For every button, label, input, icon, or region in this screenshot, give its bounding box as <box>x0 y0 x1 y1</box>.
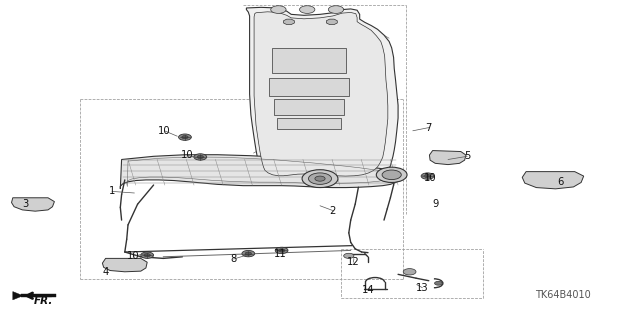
Circle shape <box>194 154 207 160</box>
Circle shape <box>271 6 286 13</box>
Circle shape <box>197 155 204 159</box>
Circle shape <box>435 281 442 285</box>
Text: 14: 14 <box>362 285 374 295</box>
Polygon shape <box>246 7 398 180</box>
Circle shape <box>376 167 407 182</box>
Circle shape <box>308 173 332 184</box>
Circle shape <box>328 6 344 13</box>
Circle shape <box>382 170 401 180</box>
Text: TK64B4010: TK64B4010 <box>535 290 591 300</box>
Polygon shape <box>274 99 344 115</box>
Polygon shape <box>272 48 346 73</box>
Text: 10: 10 <box>158 126 171 136</box>
Circle shape <box>242 250 255 257</box>
Circle shape <box>315 176 325 181</box>
Polygon shape <box>254 12 388 176</box>
Polygon shape <box>429 151 466 165</box>
Text: 10: 10 <box>181 150 194 160</box>
Polygon shape <box>284 19 294 25</box>
Polygon shape <box>277 118 341 129</box>
Text: 7: 7 <box>426 122 432 133</box>
Polygon shape <box>269 78 349 96</box>
Text: 3: 3 <box>22 199 29 209</box>
Circle shape <box>275 247 288 254</box>
Polygon shape <box>21 294 56 297</box>
Polygon shape <box>120 155 400 189</box>
Circle shape <box>403 269 416 275</box>
Text: 12: 12 <box>347 257 360 267</box>
Circle shape <box>245 252 252 255</box>
Text: 1: 1 <box>109 186 115 197</box>
Circle shape <box>278 249 285 252</box>
Circle shape <box>182 136 188 139</box>
Circle shape <box>300 6 315 13</box>
Text: FR.: FR. <box>34 296 53 307</box>
Text: 10: 10 <box>424 173 436 183</box>
Text: 13: 13 <box>416 283 429 293</box>
Circle shape <box>141 252 154 258</box>
Polygon shape <box>326 19 337 25</box>
Text: 11: 11 <box>274 249 287 259</box>
Circle shape <box>302 170 338 188</box>
Circle shape <box>424 174 431 178</box>
Text: 4: 4 <box>102 267 109 277</box>
Text: 9: 9 <box>432 199 438 209</box>
Circle shape <box>421 173 434 179</box>
Polygon shape <box>12 198 54 211</box>
Text: 5: 5 <box>464 151 470 161</box>
Polygon shape <box>102 258 147 272</box>
Text: 10: 10 <box>127 251 140 261</box>
Circle shape <box>144 254 150 257</box>
Text: 8: 8 <box>230 254 237 264</box>
Circle shape <box>344 253 354 258</box>
Circle shape <box>179 134 191 140</box>
Polygon shape <box>522 172 584 189</box>
Text: 6: 6 <box>557 177 563 187</box>
Polygon shape <box>13 292 23 300</box>
Text: 2: 2 <box>330 205 336 216</box>
